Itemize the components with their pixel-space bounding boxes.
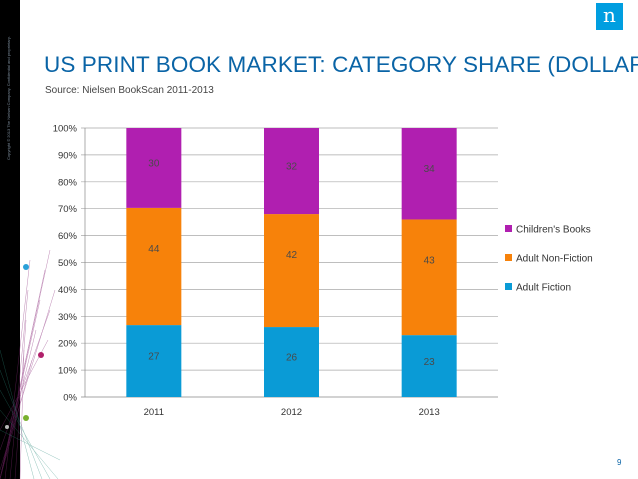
bar-segment xyxy=(126,325,182,397)
slide-source: Source: Nielsen BookScan 2011-2013 xyxy=(45,85,214,96)
data-label: 43 xyxy=(424,255,436,266)
mesh-dot-green xyxy=(23,415,29,421)
y-tick-label: 80% xyxy=(58,177,78,188)
data-label: 32 xyxy=(286,161,298,172)
y-axis-ticks: 0% 10% 20% 30% 40% 50% 60% 70% 80% 90% 100% xyxy=(53,124,78,404)
bar-segment xyxy=(401,219,457,336)
bar-segment xyxy=(264,128,319,215)
side-strip xyxy=(0,0,20,479)
legend-swatch xyxy=(505,283,512,290)
decorative-mesh-graphic xyxy=(0,249,60,479)
bar-segment xyxy=(264,327,319,397)
data-label: 34 xyxy=(424,164,436,175)
bar-segment xyxy=(401,335,457,397)
legend: Children's Books Adult Non-Fiction Adult F… xyxy=(505,225,593,294)
bar-segment xyxy=(126,207,182,326)
mesh-dot-grey xyxy=(5,425,9,429)
legend-swatch xyxy=(505,225,512,232)
logo-letter: n xyxy=(603,3,616,27)
x-tick-label: 2013 xyxy=(419,407,440,418)
nielsen-logo: n xyxy=(596,3,623,30)
data-label: 23 xyxy=(424,357,436,368)
y-tick-label: 30% xyxy=(58,312,78,323)
y-tick-label: 40% xyxy=(58,285,78,296)
data-label: 44 xyxy=(148,244,160,255)
data-label: 27 xyxy=(148,352,160,363)
bar-segment xyxy=(264,214,319,328)
legend-label: Adult Non-Fiction xyxy=(516,254,593,265)
bar-segment xyxy=(401,128,457,220)
data-label: 26 xyxy=(286,353,298,364)
y-tick-label: 60% xyxy=(58,231,78,242)
x-tick-label: 2011 xyxy=(144,407,164,418)
y-tick-label: 10% xyxy=(58,366,78,377)
y-tick-label: 50% xyxy=(58,258,78,269)
bars: 27 44 30 26 42 32 23 43 34 xyxy=(126,128,457,397)
x-tick-label: 2012 xyxy=(281,407,302,418)
y-tick-label: 100% xyxy=(53,124,78,135)
x-axis-ticks: 2011 2012 2013 xyxy=(144,407,440,418)
legend-label: Children's Books xyxy=(516,225,591,236)
mesh-dot-magenta xyxy=(38,352,44,358)
legend-swatch xyxy=(505,254,512,261)
y-tick-label: 70% xyxy=(58,204,78,215)
data-label: 30 xyxy=(148,158,160,169)
y-tick-label: 90% xyxy=(58,150,78,161)
data-label: 42 xyxy=(286,250,298,261)
legend-label: Adult Fiction xyxy=(516,283,571,294)
y-tick-label: 0% xyxy=(63,393,77,404)
bar-segment xyxy=(126,128,182,208)
page-number: 9 xyxy=(617,458,622,467)
mesh-dot-blue xyxy=(23,264,29,270)
slide-title: US PRINT BOOK MARKET: CATEGORY SHARE (DO… xyxy=(44,52,638,77)
y-tick-label: 20% xyxy=(58,339,78,350)
